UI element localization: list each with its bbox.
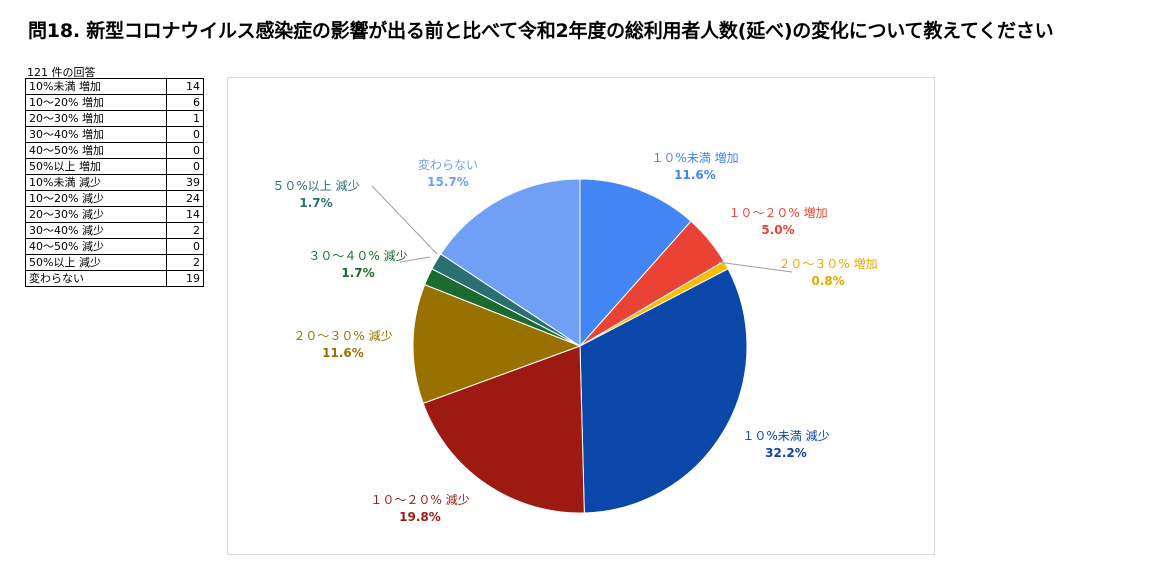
leader-line [399, 256, 431, 263]
response-count: 121 件の回答 [27, 66, 96, 79]
table-row: 10%未満 増加 14 [25, 78, 204, 95]
table-cell-label: 40～50% 増加 [25, 142, 167, 159]
table-row: 50%以上 増加 0 [25, 158, 204, 175]
table-cell-label: 40～50% 減少 [25, 238, 167, 255]
table-cell-label: 10～20% 減少 [25, 190, 167, 207]
pie-slice [440, 178, 581, 347]
slice-percent-label: 1.7% [341, 266, 374, 280]
table-row: 40～50% 増加 0 [25, 142, 204, 159]
table-row: 30～40% 減少 2 [25, 222, 204, 239]
table-cell-value: 24 [166, 190, 204, 207]
slice-label: １０%未満 増加 [651, 151, 738, 165]
leader-line [717, 261, 793, 273]
table-cell-value: 0 [166, 126, 204, 143]
leader-line [371, 185, 438, 255]
slice-percent-label: 11.6% [322, 346, 364, 360]
slice-percent-label: 5.0% [761, 223, 794, 237]
slice-percent-label: 15.7% [427, 175, 469, 189]
slice-label: １０～２０% 増加 [728, 206, 827, 220]
slice-percent-label: 19.8% [399, 510, 441, 524]
table-cell-label: 50%以上 増加 [25, 158, 167, 175]
slice-label: 変わらない [418, 157, 478, 172]
page-title: 問18. 新型コロナウイルス感染症の影響が出る前と比べて令和2年度の総利用者人数… [28, 20, 1054, 42]
pie-slice [422, 345, 585, 514]
table-row: 40～50% 減少 0 [25, 238, 204, 255]
table-row: 10～20% 減少 24 [25, 190, 204, 207]
table-cell-label: 30～40% 減少 [25, 222, 167, 239]
slice-percent-label: 0.8% [811, 274, 844, 288]
slice-percent-label: 11.6% [674, 168, 716, 182]
table-row: 10%未満 減少 39 [25, 174, 204, 191]
response-table: 10%未満 増加 14 10～20% 増加 6 20～30% 増加 1 30～40% 増加 0… [25, 78, 204, 287]
table-cell-value: 19 [166, 270, 204, 287]
slice-label: ２０～３０% 減少 [293, 328, 392, 343]
pie-slice [579, 268, 748, 514]
slice-percent-label: 32.2% [765, 446, 807, 460]
slice-label: ２０～３０% 増加 [778, 257, 877, 271]
slice-label: ３０～４０% 減少 [308, 248, 407, 263]
pie-slice [579, 178, 692, 348]
slice-label: １０～２０% 減少 [370, 492, 469, 507]
table-row: 変わらない 19 [25, 270, 204, 287]
slice-label: １０%未満 減少 [742, 428, 829, 443]
slice-percent-label: 1.7% [299, 196, 332, 210]
table-cell-label: 変わらない [25, 270, 167, 287]
pie-slice [412, 283, 582, 404]
slice-label: ５０%以上 減少 [272, 178, 359, 193]
